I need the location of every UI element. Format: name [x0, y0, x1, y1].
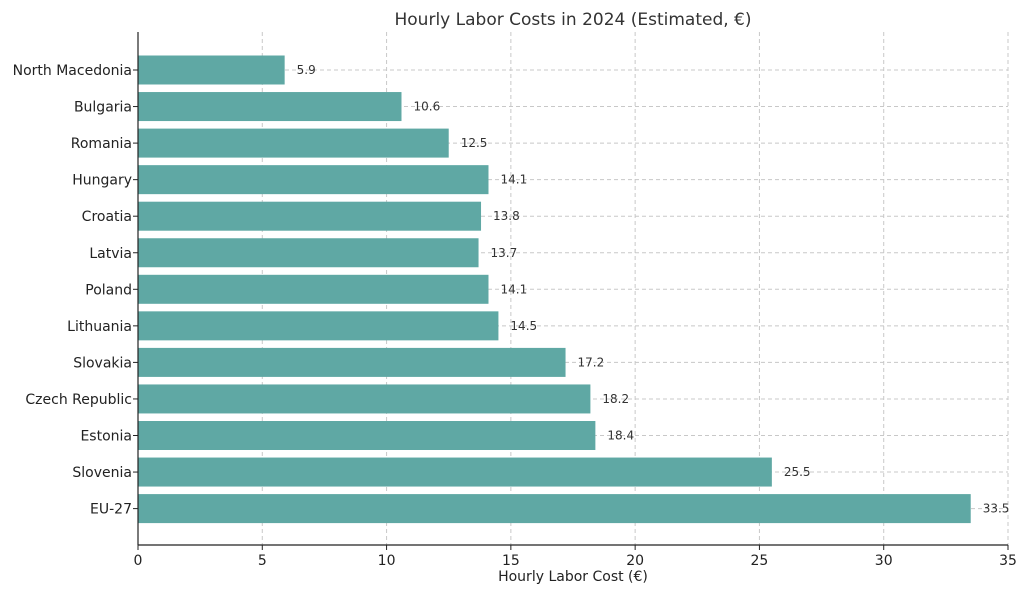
y-tick-label: Slovakia	[73, 355, 132, 371]
y-tick-label: Romania	[71, 136, 132, 152]
data-label: 14.5	[510, 319, 537, 333]
data-labels: 5.9 10.6 12.5 14.1 13.8 13.7 14.1 14.5 17.2 18.2 1…	[297, 63, 1010, 516]
y-tick-label: Bulgaria	[74, 100, 132, 116]
bar	[138, 165, 489, 195]
y-tick-label: Slovenia	[72, 465, 132, 481]
data-label: 17.2	[578, 355, 605, 369]
bar	[138, 128, 449, 158]
data-label: 13.8	[493, 209, 520, 223]
data-label: 14.1	[500, 282, 527, 296]
data-label: 13.7	[491, 246, 518, 260]
x-tick-label: 35	[999, 553, 1017, 569]
bars	[138, 55, 971, 524]
x-tick-label: 15	[502, 553, 520, 569]
bar	[138, 274, 489, 304]
x-axis-label: Hourly Labor Cost (€)	[498, 569, 648, 585]
bar	[138, 92, 402, 122]
bar	[138, 55, 285, 85]
y-tick-label: Lithuania	[67, 319, 132, 335]
data-label: 25.5	[784, 465, 811, 479]
data-label: 10.6	[413, 100, 440, 114]
y-tick-label: Latvia	[89, 246, 132, 262]
y-tick-label: Hungary	[72, 173, 132, 189]
y-tick-label: EU-27	[90, 502, 132, 518]
y-tick-label: Croatia	[82, 209, 132, 225]
data-label: 14.1	[500, 173, 527, 187]
data-label: 33.5	[983, 502, 1010, 516]
x-tick-label: 20	[626, 553, 644, 569]
bar	[138, 421, 596, 450]
x-tick-label: 25	[751, 553, 769, 569]
data-label: 18.4	[607, 429, 634, 443]
y-tick-label: Estonia	[80, 429, 132, 445]
chart-title: Hourly Labor Costs in 2024 (Estimated, €…	[395, 10, 752, 30]
y-tick-labels: North Macedonia Bulgaria Romania Hungary Cro…	[13, 63, 132, 518]
bar	[138, 384, 591, 414]
bar	[138, 201, 482, 231]
bar	[138, 494, 971, 524]
x-tick-label: 5	[258, 553, 267, 569]
y-tick-label: Poland	[85, 282, 132, 298]
data-label: 18.2	[602, 392, 629, 406]
bar	[138, 347, 566, 377]
bar	[138, 238, 479, 268]
x-tick-label: 30	[875, 553, 893, 569]
x-tick-label: 10	[378, 553, 396, 569]
y-tick-label: Czech Republic	[25, 392, 132, 408]
data-label: 5.9	[297, 63, 316, 77]
bar	[138, 457, 772, 487]
bar	[138, 311, 499, 341]
x-tick-label: 0	[134, 553, 143, 569]
x-tick-labels: 0 5 10 15 20 25 30 35	[134, 553, 1017, 569]
data-label: 12.5	[461, 136, 488, 150]
axes	[133, 32, 1009, 550]
y-tick-label: North Macedonia	[13, 63, 132, 79]
